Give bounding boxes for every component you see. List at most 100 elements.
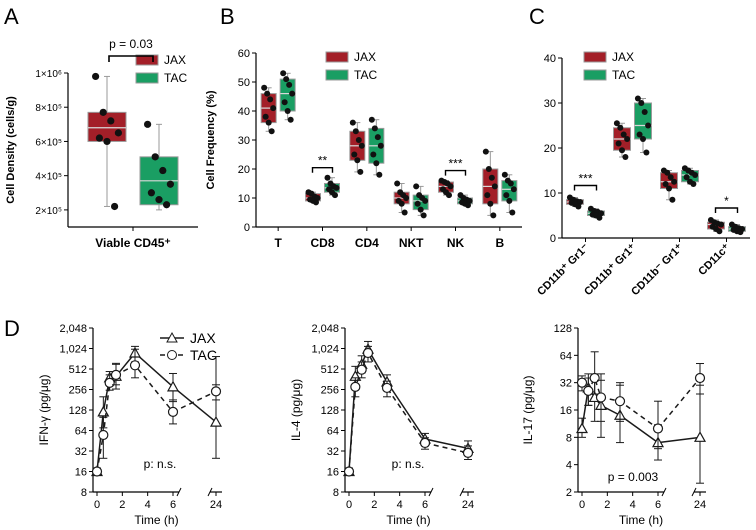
data-point-tac bbox=[350, 381, 361, 392]
y-tick-label: 256 bbox=[321, 385, 339, 397]
data-point-jax bbox=[354, 157, 361, 164]
data-point-tac bbox=[641, 109, 648, 115]
x-axis-title: Time (h) bbox=[386, 513, 430, 527]
y-tick-label: 8 bbox=[566, 432, 572, 444]
y-tick-label: 8 bbox=[333, 487, 339, 499]
x-tick-label: 6 bbox=[170, 499, 176, 511]
axis-break-mark bbox=[691, 487, 697, 497]
data-point-jax bbox=[615, 140, 622, 147]
y-tick-label: 40 bbox=[544, 53, 556, 65]
x-tick-label: 4 bbox=[397, 499, 403, 511]
data-point-jax bbox=[622, 154, 629, 160]
data-point-tac bbox=[343, 466, 355, 477]
series-line-tac-24h bbox=[172, 390, 217, 413]
data-point-tac bbox=[377, 142, 384, 149]
data-point-tac bbox=[373, 160, 380, 167]
data-point-jax bbox=[264, 90, 271, 97]
data-point-tac bbox=[324, 174, 331, 181]
data-point-jax bbox=[267, 96, 274, 103]
data-point-tac bbox=[640, 136, 646, 142]
p-value-annotation: p: n.s. bbox=[392, 457, 425, 471]
y-tick-label: 1×10⁶ bbox=[35, 69, 62, 80]
y-tick-label: 10 bbox=[544, 188, 556, 200]
data-point-jax bbox=[617, 124, 624, 131]
series-line-tac-24h bbox=[424, 442, 469, 454]
y-tick-label: 8 bbox=[81, 487, 87, 499]
data-point-jax bbox=[487, 200, 494, 207]
significance-bracket bbox=[714, 207, 739, 213]
legend-marker-triangle bbox=[166, 331, 178, 343]
legend-marker-circle bbox=[167, 350, 177, 360]
data-point-jax bbox=[111, 202, 119, 211]
data-point-jax bbox=[401, 209, 408, 216]
data-point-tac bbox=[163, 201, 171, 209]
y-tick-label: 64 bbox=[327, 426, 339, 438]
y-tick-label: 30 bbox=[238, 135, 250, 147]
data-point-tac bbox=[417, 206, 424, 213]
data-point-jax bbox=[398, 200, 405, 207]
data-point-tac bbox=[370, 151, 377, 158]
data-point-tac bbox=[737, 229, 744, 236]
y-tick-label: 6×10⁵ bbox=[35, 137, 62, 148]
data-point-tac bbox=[501, 171, 508, 178]
y-tick-label: 16 bbox=[75, 467, 87, 479]
x-tick-label-t: T bbox=[274, 236, 282, 250]
x-tick-label-cd11c: CD11c⁺ bbox=[696, 242, 733, 279]
y-tick-label: 2×10⁵ bbox=[35, 206, 62, 217]
data-point-tac bbox=[356, 364, 367, 375]
y-tick-label: 4×10⁵ bbox=[35, 172, 62, 183]
data-point-jax bbox=[671, 178, 678, 185]
data-point-tac bbox=[638, 100, 645, 106]
data-point-jax bbox=[669, 196, 676, 203]
data-point-jax bbox=[114, 129, 122, 137]
legend-label-tac: TAC bbox=[190, 347, 217, 363]
data-point-jax bbox=[488, 174, 495, 181]
significance-stars: * bbox=[724, 194, 729, 208]
data-point-tac bbox=[166, 180, 174, 188]
data-point-tac bbox=[420, 212, 427, 219]
data-point-tac bbox=[332, 192, 338, 199]
y-tick-label: 32 bbox=[75, 446, 87, 458]
data-point-tac bbox=[652, 423, 664, 434]
p-value-annotation: p = 0.003 bbox=[608, 470, 659, 484]
data-point-jax bbox=[485, 166, 492, 172]
data-point-tac bbox=[583, 385, 594, 396]
x-tick-label: 4 bbox=[630, 499, 636, 511]
data-point-jax bbox=[107, 117, 115, 125]
data-point-tac bbox=[104, 377, 115, 389]
legend-label-tac: TAC bbox=[612, 68, 635, 82]
data-point-tac bbox=[374, 134, 381, 141]
legend-swatch-jax bbox=[583, 51, 607, 63]
y-tick-label: 256 bbox=[69, 385, 87, 397]
y-tick-label: 30 bbox=[544, 98, 556, 110]
axis-break-mark bbox=[176, 487, 182, 497]
data-point-jax bbox=[352, 128, 359, 135]
data-point-tac bbox=[636, 131, 643, 138]
data-point-jax bbox=[95, 134, 103, 142]
y-tick-label: 1,024 bbox=[311, 344, 339, 356]
legend-swatch-tac bbox=[135, 72, 159, 84]
data-point-jax bbox=[166, 380, 180, 392]
x-tick-label: 0 bbox=[94, 499, 100, 511]
data-point-jax bbox=[575, 422, 589, 434]
y-axis-title: IFN-γ (pg/μg) bbox=[37, 375, 51, 446]
data-point-jax bbox=[268, 128, 275, 135]
y-tick-label: 0 bbox=[244, 222, 250, 234]
data-point-tac bbox=[210, 386, 222, 397]
x-tick-label: 24 bbox=[210, 499, 222, 511]
significance-bracket bbox=[444, 169, 467, 176]
data-point-jax bbox=[261, 84, 268, 91]
data-point-tac bbox=[614, 396, 626, 407]
data-point-tac bbox=[465, 202, 471, 209]
data-point-jax bbox=[349, 119, 356, 126]
data-point-jax bbox=[355, 137, 362, 143]
axis-break-mark bbox=[661, 487, 667, 497]
data-point-jax bbox=[270, 105, 277, 112]
data-point-jax bbox=[716, 228, 723, 235]
x-tick-label: 6 bbox=[655, 499, 661, 511]
data-point-tac bbox=[598, 210, 605, 217]
data-point-jax bbox=[693, 431, 707, 442]
